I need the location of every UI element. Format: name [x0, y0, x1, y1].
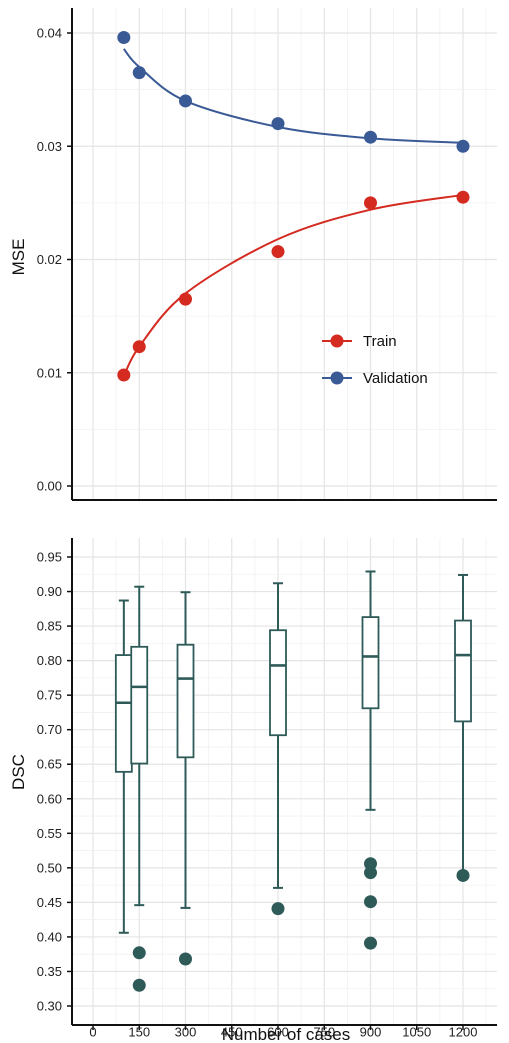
legend-validation-marker — [330, 371, 344, 385]
dsc-x-tick-label: 600 — [267, 1024, 289, 1039]
box-iqr — [176, 643, 195, 759]
dsc-y-tick-label: 0.35 — [37, 964, 62, 979]
box-outlier — [456, 868, 470, 882]
dsc-y-tick-label: 0.40 — [37, 929, 62, 944]
dsc-y-tick-label: 0.80 — [37, 653, 62, 668]
legend-item-train: Train — [322, 333, 397, 350]
box-outlier — [364, 895, 377, 909]
data-point-validation — [364, 130, 377, 144]
dsc-boxplots — [114, 570, 472, 992]
dsc-y-tick-label: 0.70 — [37, 722, 62, 737]
boxplot-600 — [269, 582, 287, 916]
mse-panel: 0.00 0.01 0.02 0.03 0.04 MSE Train Validatio… — [9, 8, 497, 501]
box-outlier — [271, 902, 285, 916]
data-point-train — [179, 292, 192, 306]
data-point-validation — [456, 139, 470, 153]
data-point-validation — [132, 66, 146, 80]
dsc-y-tick-label: 0.50 — [37, 860, 62, 875]
dsc-y-tick-label: 0.60 — [37, 791, 62, 806]
mse-y-tick-label: 0.03 — [37, 139, 62, 154]
dsc-y-tick-label: 0.85 — [37, 619, 62, 634]
data-point-validation — [117, 31, 131, 45]
mse-y-tick-label: 0.01 — [37, 365, 62, 380]
series-line-train — [122, 193, 464, 377]
dsc-y-tick-label: 0.45 — [37, 895, 62, 910]
boxplot-100 — [114, 599, 133, 934]
mse-y-axis-title: MSE — [9, 239, 28, 276]
box-outlier — [179, 952, 192, 966]
dsc-y-tick-label: 0.75 — [37, 688, 62, 703]
box-iqr — [361, 616, 380, 710]
mse-series — [117, 31, 470, 382]
dsc-y-tick-label: 0.65 — [37, 757, 62, 772]
data-point-train — [132, 340, 146, 354]
boxplot-1200 — [454, 573, 472, 882]
mse-legend: Train Validation — [322, 333, 428, 387]
dsc-x-tick-label: 150 — [128, 1024, 150, 1039]
data-point-train — [364, 196, 377, 210]
dsc-y-tick-label: 0.90 — [37, 584, 62, 599]
mse-y-tick-label: 0.04 — [37, 26, 62, 41]
legend-item-validation: Validation — [322, 370, 428, 387]
box-outlier — [364, 936, 377, 950]
dsc-y-tick-label: 0.30 — [37, 999, 62, 1014]
dsc-x-tick-label: 1050 — [402, 1024, 431, 1039]
box-outlier — [132, 978, 146, 992]
mse-y-tick-label: 0.00 — [37, 479, 62, 494]
box-iqr — [269, 629, 287, 737]
data-point-train — [271, 245, 285, 259]
box-outlier — [132, 946, 146, 960]
box-iqr — [130, 645, 149, 765]
data-point-validation — [271, 117, 285, 131]
dsc-x-axis-title: Number of cases — [222, 1025, 351, 1043]
box-iqr — [114, 654, 133, 773]
series-line-validation — [123, 48, 464, 144]
box-outlier — [364, 857, 377, 871]
dsc-x-tick-label: 1200 — [449, 1024, 478, 1039]
mse-y-tick-labels: 0.00 0.01 0.02 0.03 0.04 — [37, 26, 72, 494]
boxplot-900 — [361, 570, 380, 950]
boxplot-300 — [176, 591, 195, 966]
dsc-y-tick-labels: 0.30 0.35 0.40 0.45 0.50 0.55 0.60 0.65 0.70 0.75… — [37, 550, 72, 1014]
box-iqr — [454, 619, 472, 723]
dsc-y-tick-label: 0.95 — [37, 550, 62, 565]
data-point-validation — [179, 94, 192, 108]
mse-y-tick-label: 0.02 — [37, 252, 62, 267]
dsc-y-tick-label: 0.55 — [37, 826, 62, 841]
legend-train-label: Train — [363, 333, 397, 350]
boxplot-150 — [130, 585, 149, 992]
data-point-train — [456, 190, 470, 204]
dsc-x-tick-label: 300 — [175, 1024, 197, 1039]
dsc-y-axis-title: DSC — [9, 754, 28, 790]
data-point-train — [117, 368, 131, 382]
dsc-x-tick-label: 450 — [221, 1024, 243, 1039]
mse-gridlines — [72, 8, 497, 500]
box-outlier — [364, 866, 377, 880]
legend-train-marker — [330, 334, 344, 348]
dsc-x-tick-label: 0 — [89, 1024, 96, 1039]
dsc-x-tick-label: 750 — [313, 1024, 335, 1039]
dsc-x-tick-label: 900 — [360, 1024, 382, 1039]
legend-validation-label: Validation — [363, 370, 428, 387]
dsc-panel: 0.30 0.35 0.40 0.45 0.50 0.55 0.60 0.65 0.70 0.75… — [9, 538, 497, 1043]
